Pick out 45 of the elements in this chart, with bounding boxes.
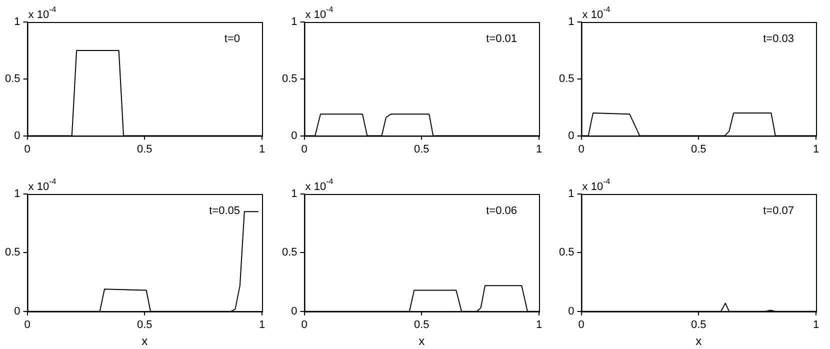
y-tick-label: 0 xyxy=(568,130,574,142)
y-tick-label: 0.5 xyxy=(558,246,574,259)
y-tick-label: 0.5 xyxy=(282,246,298,259)
x-tick-label: 0.5 xyxy=(690,319,706,332)
x-axis-title: x xyxy=(696,334,702,348)
x-tick-label: 1 xyxy=(258,143,266,156)
x-tick-label: 0.5 xyxy=(414,319,430,332)
x-tick-label: 0.5 xyxy=(414,143,430,156)
annotation: t=0 xyxy=(224,33,240,45)
x-tick-label: 0 xyxy=(578,319,584,332)
x-tick-label: 0 xyxy=(301,319,308,332)
y-tick-label: 0.5 xyxy=(4,72,20,85)
annotation: t=0.06 xyxy=(486,205,517,217)
y-tick-label: 0 xyxy=(14,305,20,318)
x-tick-label: 1 xyxy=(536,143,542,156)
x-tick-label: 0 xyxy=(301,143,308,156)
y-tick-label: 0.5 xyxy=(282,72,298,85)
y-tick-label: 1 xyxy=(568,188,574,200)
y-tick-label: 0.5 xyxy=(558,72,574,85)
x-tick-label: 1 xyxy=(812,143,820,156)
x-tick-label: 0.5 xyxy=(136,143,152,156)
x-tick-label: 0.5 xyxy=(690,143,706,156)
x-tick-label: 1 xyxy=(258,319,266,332)
y-tick-label: 0 xyxy=(291,130,298,142)
y-tick-label: 0 xyxy=(14,130,20,142)
y-tick-label: 1 xyxy=(291,16,298,28)
x-tick-label: 0.5 xyxy=(136,319,152,332)
annotation: t=0.05 xyxy=(209,205,240,217)
y-tick-label: 1 xyxy=(568,16,574,28)
y-tick-label: 1 xyxy=(291,188,298,200)
y-tick-label: 1 xyxy=(14,188,20,200)
y-tick-label: 0 xyxy=(568,305,574,318)
annotation: t=0.01 xyxy=(486,33,517,45)
y-tick-label: 0 xyxy=(291,305,298,318)
x-tick-label: 1 xyxy=(812,319,820,332)
x-tick-label: 1 xyxy=(536,319,542,332)
x-tick-label: 0 xyxy=(24,319,30,332)
x-tick-label: 0 xyxy=(578,143,584,156)
y-tick-label: 0.5 xyxy=(4,246,20,259)
x-axis-title: x xyxy=(142,334,148,348)
y-tick-label: 1 xyxy=(14,16,20,28)
annotation: t=0.03 xyxy=(763,33,794,45)
annotation: t=0.07 xyxy=(763,205,794,217)
x-axis-title: x xyxy=(418,334,425,348)
x-tick-label: 0 xyxy=(24,143,30,156)
